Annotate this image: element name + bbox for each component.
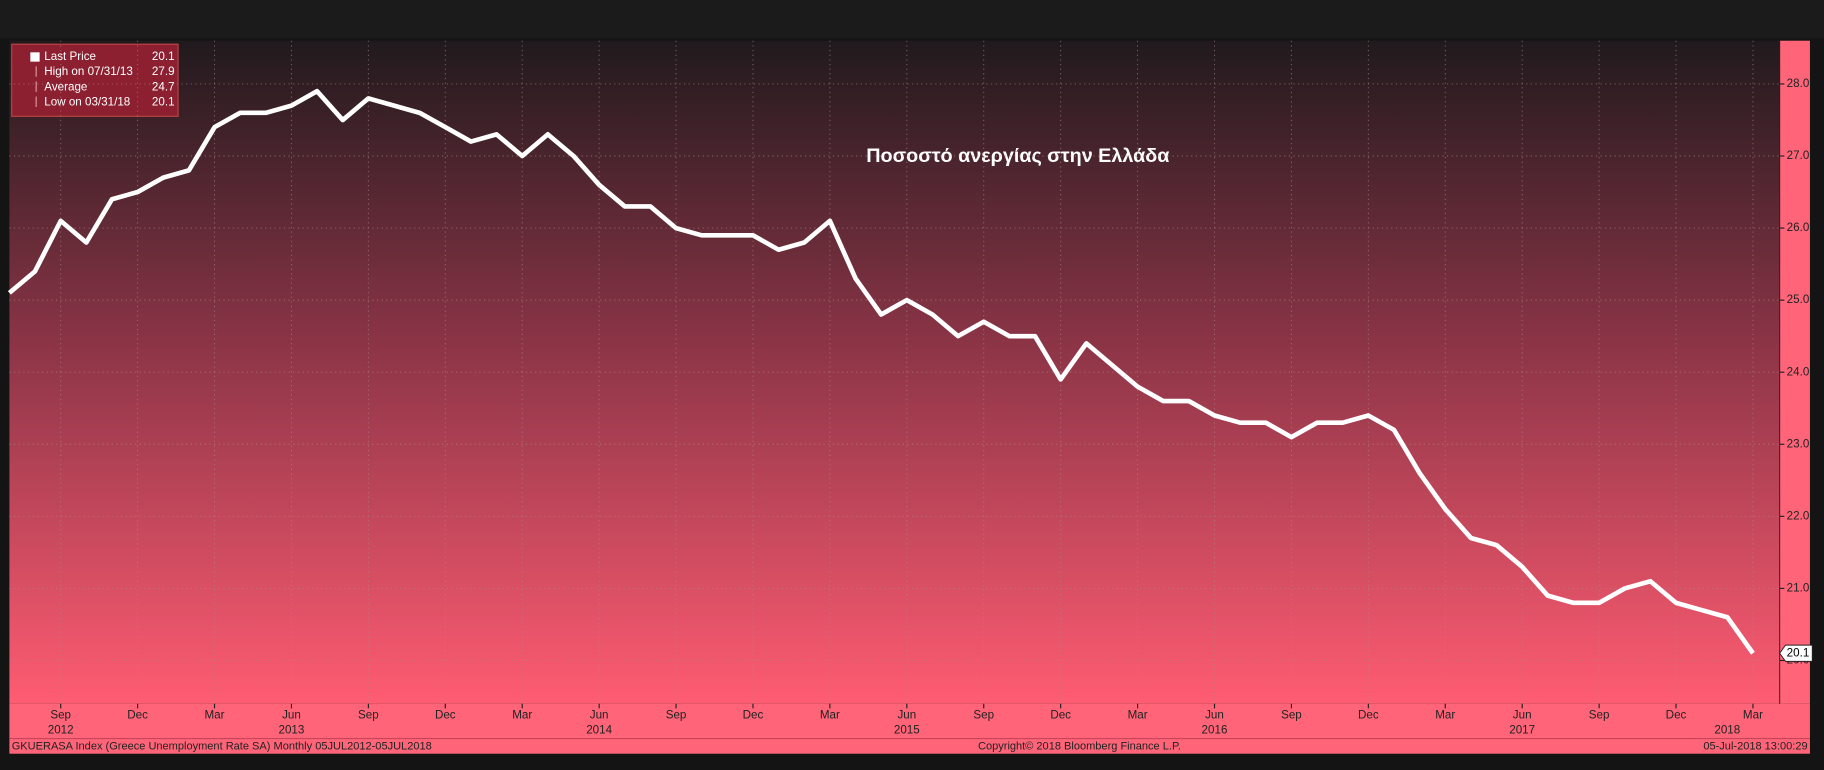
x-year-label: 2014 (586, 724, 612, 737)
x-year-label: 2012 (48, 724, 74, 737)
x-tick-label: Jun (282, 708, 301, 721)
x-axis-strip (9, 703, 1810, 754)
x-tick-label: Dec (1666, 708, 1687, 721)
x-tick-label: Jun (1513, 708, 1532, 721)
x-tick-label: Mar (1743, 708, 1763, 721)
footer-center: Copyright© 2018 Bloomberg Finance L.P. (978, 741, 1181, 753)
legend-value: 24.7 (152, 80, 175, 93)
legend-value: 27.9 (152, 65, 175, 78)
x-tick-label: Sep (358, 708, 379, 721)
legend-value: 20.1 (152, 95, 175, 108)
y-tick-label: 24.0 (1787, 365, 1810, 378)
last-value-tag (1779, 644, 1813, 662)
x-tick-label: Jun (897, 708, 916, 721)
footer-left: GKUERASA Index (Greece Unemployment Rate… (12, 741, 432, 753)
x-tick-label: Dec (127, 708, 148, 721)
x-tick-label: Mar (820, 708, 840, 721)
chart-title: Ποσοστό ανεργίας στην Ελλάδα (866, 145, 1169, 167)
x-tick-label: Mar (1128, 708, 1148, 721)
x-tick-label: Jun (590, 708, 609, 721)
x-year-label: 2018 (1714, 724, 1740, 737)
x-tick-label: Sep (666, 708, 687, 721)
y-axis-strip (1779, 40, 1810, 704)
y-tick-label: 27.0 (1787, 149, 1810, 162)
x-tick-label: Dec (435, 708, 456, 721)
x-tick-label: Sep (973, 708, 994, 721)
toolbar (0, 0, 1824, 39)
x-year-label: 2016 (1202, 724, 1228, 737)
x-tick-label: Sep (1281, 708, 1302, 721)
series-line (7, 88, 1755, 655)
legend-label: High on 07/31/13 (44, 65, 133, 78)
x-year-label: 2017 (1509, 724, 1535, 737)
x-tick-label: Sep (50, 708, 71, 721)
y-tick-label: 22.0 (1787, 509, 1810, 522)
y-tick-label: 28.0 (1787, 77, 1810, 90)
x-tick-label: Sep (1589, 708, 1610, 721)
legend-swatch (30, 52, 40, 62)
x-tick-label: Mar (205, 708, 225, 721)
y-tick-label: 21.0 (1787, 581, 1810, 594)
footer-right: 05-Jul-2018 13:00:29 (1703, 741, 1807, 753)
last-value-label: 20.1 (1787, 646, 1810, 659)
legend-value: 20.1 (152, 50, 175, 63)
y-tick-label: 23.0 (1787, 437, 1810, 450)
x-tick-label: Mar (1435, 708, 1455, 721)
x-year-label: 2015 (894, 724, 920, 737)
x-year-label: 2013 (279, 724, 305, 737)
y-tick-label: 25.0 (1787, 293, 1810, 306)
x-tick-label: Dec (743, 708, 764, 721)
legend-label: Low on 03/31/18 (44, 95, 130, 108)
x-tick-label: Mar (512, 708, 532, 721)
y-tick-label: 26.0 (1787, 221, 1810, 234)
legend-label: Last Price (44, 50, 96, 63)
x-tick-label: Dec (1358, 708, 1379, 721)
x-tick-label: Jun (1205, 708, 1224, 721)
legend-label: Average (44, 80, 87, 93)
x-tick-label: Dec (1050, 708, 1071, 721)
